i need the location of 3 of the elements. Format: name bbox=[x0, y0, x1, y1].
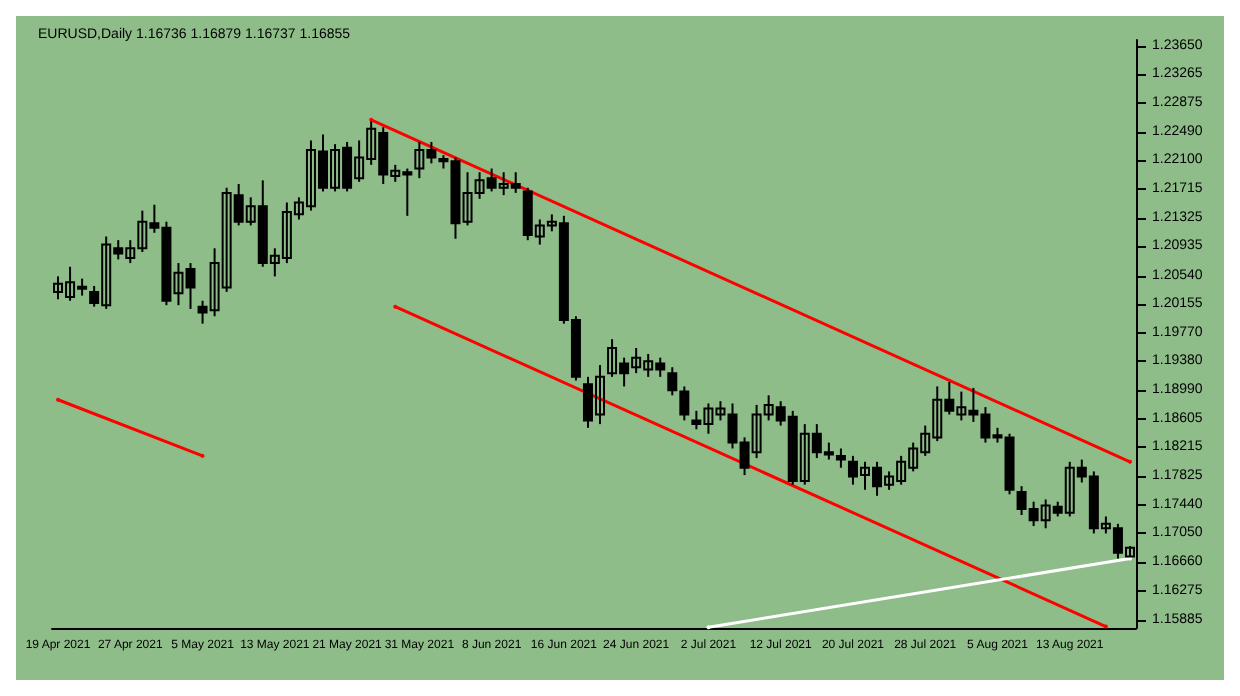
candlestick bbox=[835, 447, 846, 469]
candlestick bbox=[679, 385, 690, 422]
candlestick bbox=[667, 366, 678, 397]
